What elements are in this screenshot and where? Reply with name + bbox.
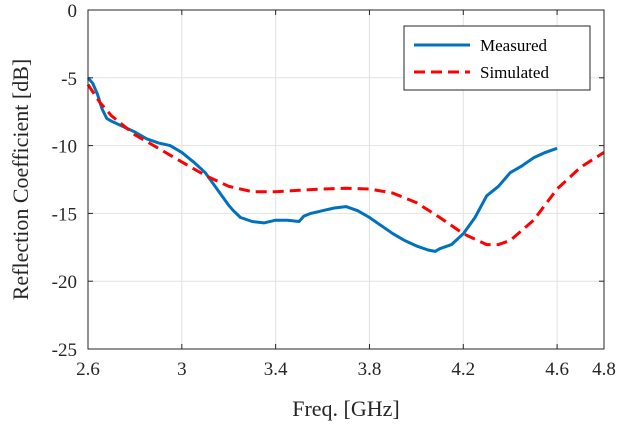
x-tick-label: 4.8: [592, 359, 616, 380]
plot-frame: [87, 9, 605, 350]
x-tick-label: 4.6: [545, 359, 569, 380]
legend-label-simulated: Simulated: [480, 63, 549, 82]
series-line-simulated: [86, 83, 605, 247]
tick-labels: 2.6 3 3.4 3.8 4.2 4.6 4.8 0 -5 -10 -15 -20 -25: [52, 1, 616, 380]
legend-label-measured: Measured: [480, 36, 548, 55]
x-tick-label: 2.6: [76, 359, 100, 380]
y-axis-label: Reflection Coefficient [dB]: [8, 59, 33, 301]
x-axis-label: Freq. [GHz]: [292, 396, 400, 421]
y-tick-label: 0: [68, 1, 78, 22]
y-tick-label: -15: [52, 204, 77, 225]
x-tick-label: 3: [177, 359, 187, 380]
y-tick-label: -10: [52, 137, 77, 158]
series-layer: [86, 76, 605, 253]
x-tick-label: 3.4: [264, 359, 288, 380]
legend: Measured Simulated: [403, 25, 591, 91]
x-tick-label: 3.8: [358, 359, 382, 380]
axis-ticks: [87, 9, 605, 350]
series-line-measured: [86, 76, 558, 253]
y-tick-label: -25: [52, 340, 77, 361]
y-tick-label: -20: [52, 272, 77, 293]
x-tick-label: 4.2: [451, 359, 475, 380]
legend-box: [403, 25, 591, 91]
y-tick-label: -5: [61, 69, 77, 90]
